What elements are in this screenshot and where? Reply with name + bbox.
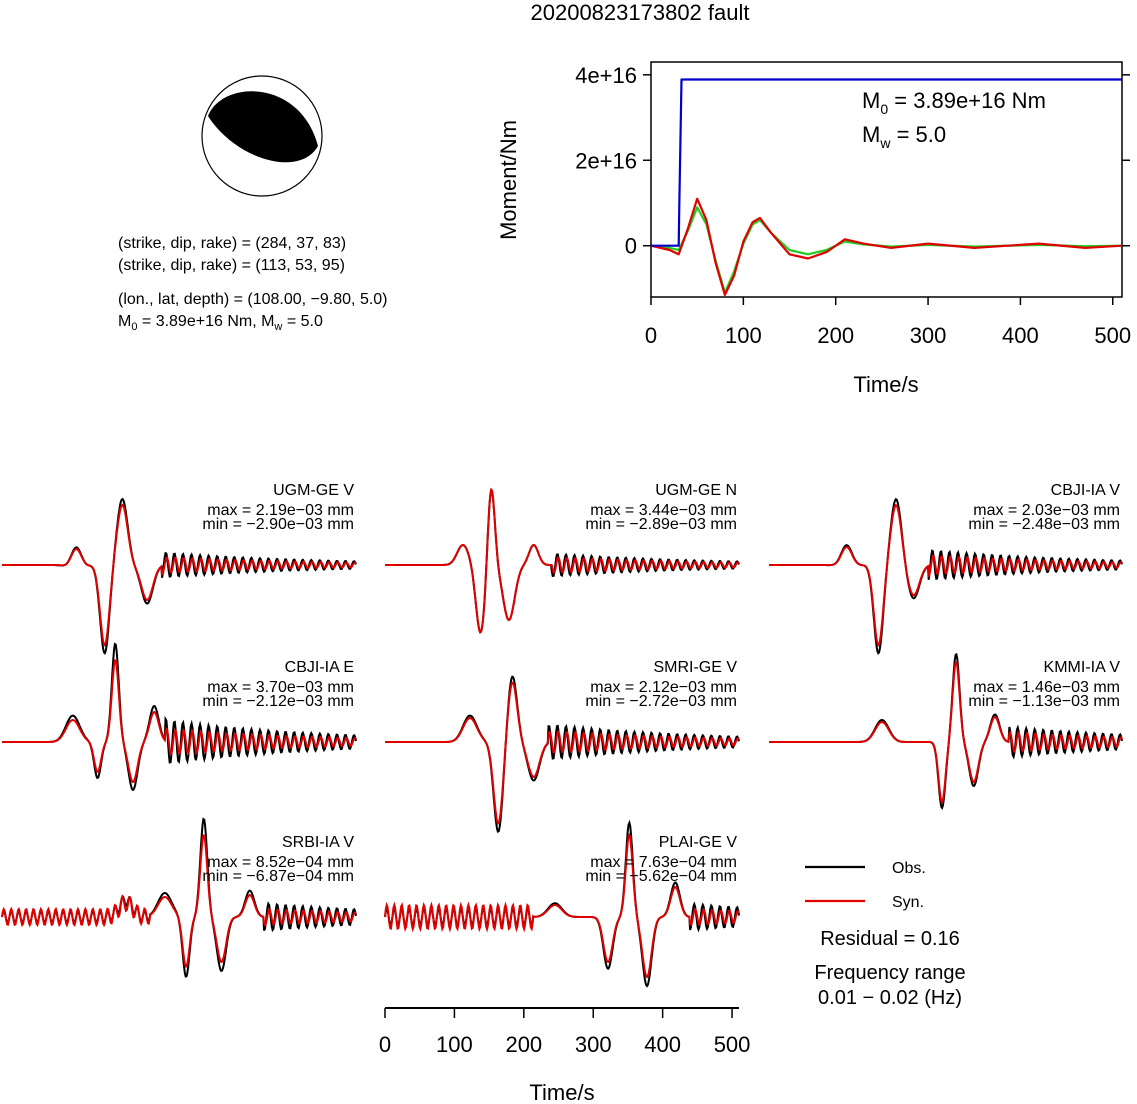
waveform-xtick-label: 500 [714, 1032, 751, 1057]
source-time-function-chart: 0 2e+16 4e+16 0 100 200 300 400 500 Moment/Nm T… [496, 61, 1131, 397]
trace-min-label: min = −2.90e−03 mm [202, 516, 354, 533]
trace-min-label: min = −6.87e−04 mm [202, 868, 354, 885]
station-label: PLAI-GE V [659, 834, 738, 851]
stf-xtick-label: 300 [910, 323, 947, 348]
trace-max-label: max = 7.63e−04 mm [590, 854, 737, 871]
stf-xtick-label: 500 [1094, 323, 1131, 348]
station-label: KMMI-IA V [1044, 659, 1121, 676]
trace-max-label: max = 3.70e−03 mm [207, 679, 354, 696]
waveform-xtick-label: 100 [436, 1032, 473, 1057]
station-label: UGM-GE N [655, 482, 737, 499]
synthetic-trace [2, 503, 357, 647]
focal-mechanism-beachball-icon [201, 75, 323, 197]
frequency-range-label: Frequency range [814, 962, 965, 984]
trace-min-label: min = −5.62e−04 mm [585, 868, 737, 885]
waveform-xlabel: Time/s [529, 1080, 594, 1104]
waveform-xtick-label: 0 [379, 1032, 391, 1057]
nodal-plane-1: (strike, dip, rake) = (284, 37, 83) [118, 235, 346, 252]
stf-m0-annotation: M0 = 3.89e+16 Nm [862, 88, 1046, 117]
waveform-xtick-label: 300 [575, 1032, 612, 1057]
synthetic-trace [769, 503, 1123, 647]
frequency-range-value: 0.01 − 0.02 (Hz) [818, 987, 962, 1009]
station-label: SRBI-IA V [282, 834, 354, 851]
stf-ylabel: Moment/Nm [496, 120, 521, 240]
nodal-plane-2: (strike, dip, rake) = (113, 53, 95) [118, 257, 345, 274]
stf-mw-annotation: Mw = 5.0 [862, 122, 946, 151]
trace-min-label: min = −2.48e−03 mm [968, 516, 1120, 533]
legend: Obs. Syn. Residual = 0.16 Frequency rang… [805, 860, 966, 1009]
stf-ytick-label: 0 [625, 234, 637, 259]
stf-xtick-label: 100 [725, 323, 762, 348]
synthetic-trace [385, 681, 740, 826]
hypocenter: (lon., lat, depth) = (108.00, −9.80, 5.0… [118, 291, 388, 308]
trace-max-label: max = 3.44e−03 mm [590, 502, 737, 519]
stf-ytick-label: 2e+16 [575, 148, 637, 173]
trace-min-label: min = −2.89e−03 mm [585, 516, 737, 533]
station-label: SMRI-GE V [653, 659, 737, 676]
station-label: UGM-GE V [273, 482, 354, 499]
trace-max-label: max = 2.03e−03 mm [973, 502, 1120, 519]
stf-moment-step-line [651, 78, 1122, 247]
legend-syn-label: Syn. [892, 894, 924, 911]
stf-xtick-label: 400 [1002, 323, 1039, 348]
page-title: 20200823173802 fault [531, 0, 750, 25]
trace-min-label: min = −2.12e−03 mm [202, 693, 354, 710]
synthetic-trace [2, 658, 357, 783]
stf-xtick-label: 200 [817, 323, 854, 348]
waveform-xtick-label: 200 [505, 1032, 542, 1057]
residual-text: Residual = 0.16 [820, 928, 960, 950]
trace-max-label: max = 8.52e−04 mm [207, 854, 354, 871]
waveform-xtick-label: 400 [644, 1032, 681, 1057]
station-label: CBJI-IA V [1051, 482, 1121, 499]
trace-max-label: max = 1.46e−03 mm [973, 679, 1120, 696]
stf-plot-frame [650, 61, 1123, 298]
waveform-time-axis: 0 100 200 300 400 500 Time/s [379, 1007, 751, 1104]
stf-xlabel: Time/s [853, 372, 918, 397]
trace-max-label: max = 2.19e−03 mm [207, 502, 354, 519]
legend-obs-label: Obs. [892, 860, 926, 877]
stf-xtick-label: 0 [645, 323, 657, 348]
stf-ytick-label: 4e+16 [575, 63, 637, 88]
synthetic-trace [384, 832, 740, 979]
stf-rate-red-line [650, 197, 1123, 296]
station-label: CBJI-IA E [285, 659, 354, 676]
synthetic-trace [1, 833, 357, 968]
moment-magnitude: M0 = 3.89e+16 Nm, Mw = 5.0 [118, 313, 323, 333]
trace-max-label: max = 2.12e−03 mm [590, 679, 737, 696]
synthetic-trace [769, 660, 1123, 804]
source-parameters: (strike, dip, rake) = (284, 37, 83) (str… [118, 235, 388, 333]
synthetic-trace [385, 487, 740, 634]
trace-min-label: min = −1.13e−03 mm [968, 693, 1120, 710]
trace-min-label: min = −2.72e−03 mm [585, 693, 737, 710]
